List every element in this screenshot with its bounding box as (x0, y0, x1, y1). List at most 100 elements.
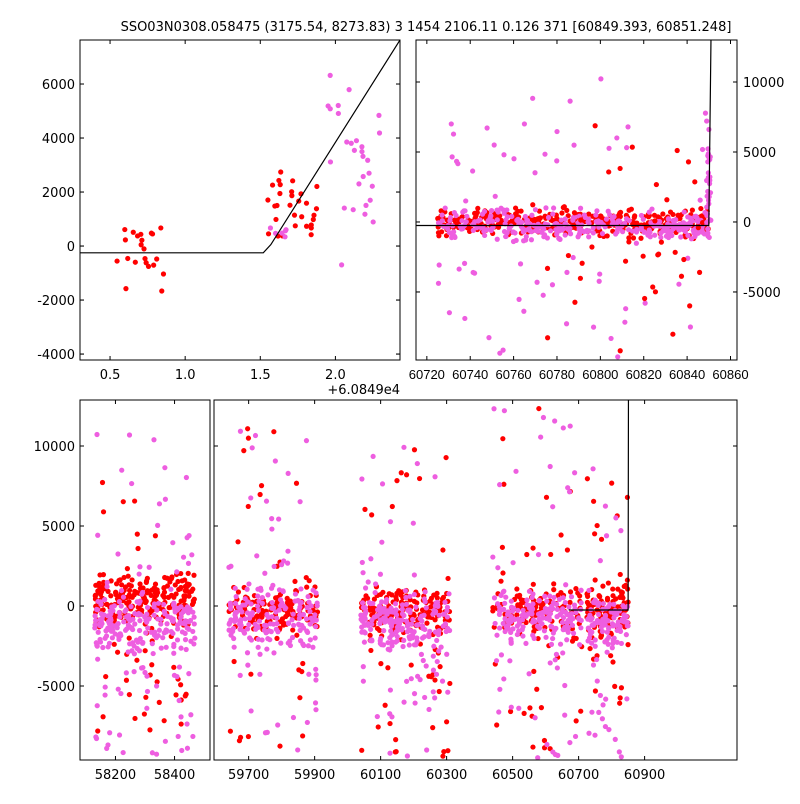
data-point-pink (492, 595, 497, 600)
data-point-pink (555, 753, 560, 758)
data-point-pink (126, 617, 131, 622)
data-point-red (241, 448, 246, 453)
data-point-red (161, 271, 166, 276)
data-point-pink (693, 618, 698, 623)
data-point-pink (419, 618, 424, 623)
data-point-red (784, 570, 789, 575)
x-tick-label: 60840 (669, 367, 705, 382)
data-point-pink (790, 617, 795, 622)
data-point-red (138, 232, 143, 237)
data-point-pink (705, 700, 710, 705)
data-point-pink (313, 635, 318, 640)
data-point-red (736, 617, 741, 622)
data-point-pink (562, 683, 567, 688)
data-point-pink (256, 637, 261, 642)
data-point-pink (793, 605, 798, 610)
data-point-pink (178, 646, 183, 651)
data-point-pink (586, 588, 591, 593)
data-point-pink (625, 623, 630, 628)
data-point-pink (377, 130, 382, 135)
data-point-pink (550, 749, 555, 754)
data-point-pink (274, 621, 279, 626)
data-point-red (596, 593, 601, 598)
data-point-pink (566, 604, 571, 609)
data-point-pink (625, 124, 630, 129)
data-point-pink (705, 691, 710, 696)
data-point-pink (186, 561, 191, 566)
data-point-pink (305, 594, 310, 599)
data-point-red (606, 169, 611, 174)
data-point-pink (735, 591, 740, 596)
data-point-pink (558, 495, 563, 500)
data-point-pink (416, 622, 421, 627)
data-point-red (664, 197, 669, 202)
data-point-red (383, 703, 388, 708)
data-point-pink (678, 616, 683, 621)
data-point-red (494, 722, 499, 727)
data-point-pink (781, 625, 786, 630)
data-point-pink (785, 601, 790, 606)
data-point-red (149, 662, 154, 667)
data-point-pink (723, 603, 728, 608)
data-point-red (274, 636, 279, 641)
data-point-pink (648, 234, 653, 239)
data-point-pink (618, 528, 623, 533)
data-point-pink (151, 651, 156, 656)
data-point-red (785, 482, 790, 487)
data-point-pink (777, 621, 782, 626)
data-point-pink (419, 652, 424, 657)
axes-frame (80, 40, 400, 360)
data-point-pink (560, 606, 565, 611)
data-point-pink (313, 590, 318, 595)
data-point-pink (164, 645, 169, 650)
data-point-pink (680, 597, 685, 602)
data-point-pink (359, 625, 364, 630)
data-point-pink (781, 637, 786, 642)
data-point-pink (518, 261, 523, 266)
data-point-red (274, 203, 279, 208)
data-point-red (558, 532, 563, 537)
data-point-pink (433, 609, 438, 614)
data-point-pink (530, 591, 535, 596)
data-point-red (593, 577, 598, 582)
data-point-pink (393, 610, 398, 615)
data-point-pink (612, 610, 617, 615)
data-point-pink (246, 622, 251, 627)
data-point-pink (253, 433, 258, 438)
data-point-pink (189, 552, 194, 557)
data-point-pink (715, 605, 720, 610)
data-point-pink (670, 218, 675, 223)
data-point-red (777, 661, 782, 666)
data-point-pink (171, 651, 176, 656)
x-tick-label: 60820 (626, 367, 662, 382)
data-point-pink (443, 205, 448, 210)
data-point-pink (548, 660, 553, 665)
data-point-pink (600, 747, 605, 752)
data-point-pink (174, 674, 179, 679)
data-point-red (681, 630, 686, 635)
data-point-pink (694, 611, 699, 616)
data-point-pink (786, 616, 791, 621)
data-point-pink (707, 639, 712, 644)
data-point-pink (185, 604, 190, 609)
data-point-pink (462, 261, 467, 266)
data-point-pink (431, 654, 436, 659)
data-point-red (667, 605, 672, 610)
data-point-pink (634, 229, 639, 234)
data-point-pink (363, 611, 368, 616)
data-point-red (682, 615, 687, 620)
data-point-pink (695, 613, 700, 618)
data-point-pink (565, 645, 570, 650)
data-point-red (568, 589, 573, 594)
data-point-red (672, 724, 677, 729)
data-point-pink (423, 589, 428, 594)
data-point-pink (665, 627, 670, 632)
data-point-pink (137, 648, 142, 653)
data-point-pink (264, 499, 269, 504)
offset-label: +6.0849e4 (327, 383, 400, 398)
data-point-pink (549, 429, 554, 434)
data-point-red (659, 667, 664, 672)
data-point-red (693, 603, 698, 608)
data-point-pink (360, 560, 365, 565)
data-point-pink (600, 702, 605, 707)
